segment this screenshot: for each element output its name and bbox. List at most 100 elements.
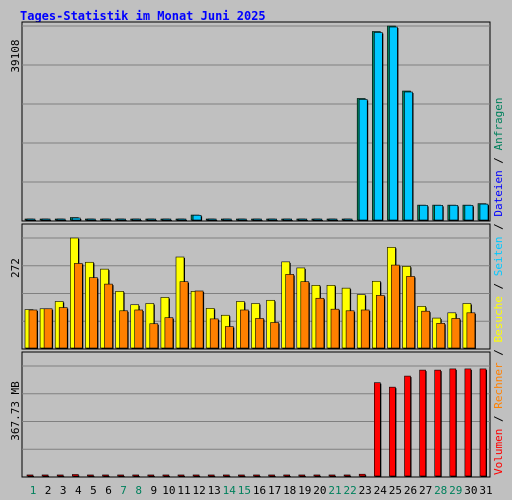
bar-rechner-day-5 — [89, 277, 98, 349]
bar-rechner-day-29 — [451, 318, 461, 349]
bar-shadow — [209, 475, 216, 477]
bar-dateien-day-25 — [389, 26, 398, 221]
bar-rechner-day-1 — [28, 309, 38, 349]
bar-rechner-day-4 — [74, 263, 83, 349]
bar-volumen-day-6 — [102, 474, 109, 477]
bar-shadow — [330, 220, 338, 221]
bar-shadow — [133, 220, 142, 221]
y-max-label: 367.73 MB — [9, 381, 22, 441]
x-tick-label-day-20: 20 — [313, 484, 326, 497]
bar-rechner-day-21 — [330, 308, 340, 349]
bar-rechner-day-3 — [58, 307, 68, 349]
bar-rechner-day-22 — [345, 310, 355, 349]
panel-top: 39108 — [9, 21, 491, 222]
bar-dateien-day-5 — [87, 218, 96, 221]
y-max-label: 272 — [9, 258, 22, 278]
x-tick-label-day-12: 12 — [192, 484, 205, 497]
legend-part-6: Seiten — [492, 237, 505, 277]
panel-middle: 272 — [9, 223, 491, 350]
bar-shadow — [148, 220, 157, 221]
bar-volumen-day-14 — [223, 474, 230, 477]
bar-shadow — [118, 220, 127, 221]
bar-shadow — [118, 475, 125, 477]
legend-part-0: Volumen — [492, 429, 505, 475]
bar-shadow — [299, 475, 306, 477]
bar-shadow — [269, 220, 278, 221]
bar-shadow — [28, 475, 34, 477]
bar-shadow — [269, 475, 276, 477]
x-tick-label-day-27: 27 — [419, 484, 432, 497]
bar-dateien-day-23 — [358, 99, 368, 221]
bar-rechner-day-26 — [406, 276, 415, 349]
x-tick-label-day-30: 30 — [464, 484, 477, 497]
bar-volumen-day-15 — [238, 474, 245, 477]
bar-rechner-day-20 — [315, 297, 325, 349]
x-tick-label-day-6: 6 — [105, 484, 112, 497]
bar-dateien-day-30 — [464, 205, 474, 221]
bar-volumen-day-21 — [328, 474, 336, 477]
bar-rechner-day-11 — [179, 281, 189, 349]
x-tick-label-day-15: 15 — [238, 484, 251, 497]
bar-shadow — [224, 220, 233, 221]
bar-shadow — [314, 220, 323, 221]
bar-volumen-day-22 — [343, 474, 351, 477]
bar-dateien-day-15 — [238, 218, 247, 221]
bar-volumen-day-28 — [434, 369, 442, 477]
bar-volumen-day-25 — [389, 386, 396, 477]
bar-rechner-day-14 — [225, 326, 234, 349]
bar-volumen-day-8 — [132, 474, 139, 477]
bar-rechner-day-17 — [270, 322, 279, 349]
bar-rechner-day-18 — [285, 274, 295, 349]
bar-shadow — [239, 475, 246, 477]
bar-rechner-day-8 — [134, 309, 143, 349]
bar-volumen-day-1 — [26, 474, 34, 477]
bar-shadow — [239, 220, 248, 221]
legend-part-1: / — [492, 409, 505, 429]
bar-shadow — [224, 475, 231, 477]
bar-volumen-day-19 — [298, 474, 306, 477]
bar-dateien-day-22 — [343, 218, 353, 221]
bar-volumen-day-23 — [358, 473, 366, 477]
bar-rechner-day-7 — [119, 310, 128, 349]
bar-shadow — [88, 220, 97, 221]
legend-part-7: / — [492, 217, 505, 237]
x-tick-label-day-29: 29 — [449, 484, 462, 497]
bar-dateien-day-29 — [449, 205, 459, 221]
panel-frame — [21, 351, 491, 478]
bar-dateien-day-2 — [41, 218, 51, 221]
legend-part-4: Besuche — [492, 296, 505, 342]
bar-volumen-day-18 — [283, 474, 291, 477]
x-tick-label-day-21: 21 — [328, 484, 341, 497]
bar-volumen-day-7 — [117, 474, 124, 477]
x-tick-label-day-2: 2 — [45, 484, 52, 497]
legend-part-3: / — [492, 343, 505, 363]
y-max-label: 39108 — [9, 39, 22, 72]
bar-volumen-day-5 — [87, 474, 94, 477]
bar-dateien-day-12 — [192, 214, 202, 221]
bar-shadow — [330, 475, 336, 477]
bar-shadow — [58, 220, 67, 221]
legend-part-8: Dateien — [492, 170, 505, 216]
bar-shadow — [88, 475, 95, 477]
bar-rechner-day-16 — [255, 318, 264, 349]
bar-shadow — [103, 220, 112, 221]
bar-volumen-day-31 — [479, 368, 487, 477]
bar-rechner-day-13 — [209, 318, 219, 349]
bar-shadow — [163, 475, 170, 477]
x-tick-label-day-5: 5 — [90, 484, 97, 497]
x-tick-label-day-11: 11 — [177, 484, 190, 497]
bar-volumen-day-30 — [464, 368, 472, 477]
bar-shadow — [284, 220, 293, 221]
chart-panels: 39108 272 367.73 MB — [9, 21, 491, 478]
bar-rechner-day-10 — [164, 317, 174, 349]
x-tick-label-day-3: 3 — [60, 484, 67, 497]
x-tick-label-day-10: 10 — [162, 484, 175, 497]
bar-dateien-day-3 — [56, 218, 66, 221]
bar-dateien-day-24 — [373, 32, 383, 221]
bar-rechner-day-9 — [149, 323, 159, 349]
bar-dateien-day-28 — [434, 205, 444, 221]
bar-volumen-day-12 — [192, 474, 200, 477]
bar-dateien-day-26 — [404, 91, 413, 221]
bar-rechner-day-2 — [43, 308, 53, 349]
bar-dateien-day-31 — [479, 203, 489, 221]
